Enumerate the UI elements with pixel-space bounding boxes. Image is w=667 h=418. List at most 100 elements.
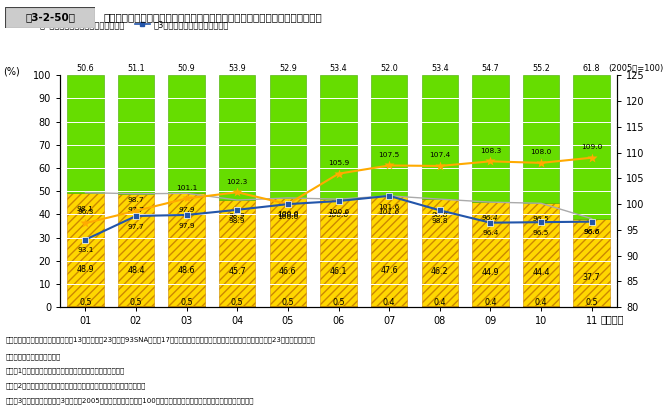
Text: 108.3: 108.3: [480, 148, 501, 153]
Bar: [269, 198, 306, 306]
Bar: [574, 75, 610, 219]
Bar: [422, 199, 458, 306]
Text: 0.4: 0.4: [434, 298, 446, 307]
Text: 96.4: 96.4: [482, 230, 499, 237]
Text: 52.0: 52.0: [380, 64, 398, 73]
Text: 52.9: 52.9: [279, 64, 297, 73]
Bar: [168, 75, 205, 193]
Bar: [269, 306, 306, 307]
Bar: [118, 306, 154, 307]
Text: 0.5: 0.5: [180, 298, 193, 307]
Text: 100.0: 100.0: [277, 214, 299, 219]
Text: (%): (%): [3, 66, 20, 76]
Text: 53.9: 53.9: [228, 64, 246, 73]
Text: 44.9: 44.9: [482, 268, 499, 277]
Bar: [371, 306, 408, 307]
Bar: [523, 203, 559, 306]
Bar: [67, 193, 103, 306]
Text: より、中小企業庁作成: より、中小企業庁作成: [5, 353, 61, 360]
Text: 45.7: 45.7: [228, 268, 246, 276]
Text: 0.4: 0.4: [484, 298, 497, 307]
Legend: 第3次産業（指数・湖南地域）／右軸, 第3次産業（指数・全国）／右軸: 第3次産業（指数・湖南地域）／右軸, 第3次産業（指数・全国）／右軸: [17, 17, 233, 33]
Text: 96.4: 96.4: [482, 214, 499, 221]
Text: 0.5: 0.5: [79, 298, 91, 307]
Text: 0.4: 0.4: [535, 298, 548, 307]
Bar: [168, 306, 205, 307]
Bar: [574, 306, 610, 307]
Text: 105.9: 105.9: [328, 160, 349, 166]
Text: 48.9: 48.9: [77, 265, 94, 274]
FancyBboxPatch shape: [5, 7, 95, 28]
Text: 98.9: 98.9: [229, 213, 245, 219]
Bar: [472, 306, 509, 307]
Bar: [472, 202, 509, 306]
Text: 第3-2-50図: 第3-2-50図: [25, 13, 75, 23]
Text: 98.8: 98.8: [432, 218, 448, 224]
Text: 96.3: 96.3: [77, 209, 93, 215]
Text: 0.4: 0.4: [383, 298, 396, 307]
Bar: [422, 306, 458, 307]
Text: 46.2: 46.2: [431, 267, 449, 276]
Bar: [320, 199, 357, 306]
Text: 108.0: 108.0: [530, 149, 552, 155]
Text: 0.5: 0.5: [281, 298, 294, 307]
Bar: [67, 306, 103, 307]
Bar: [219, 75, 255, 200]
Text: 100.0: 100.0: [277, 212, 299, 218]
Bar: [118, 75, 154, 194]
Text: 3．折れ線グラフは第3次産業の2005年度の域内総生産額を100として、各年度の域内総生産額を指数化している。: 3．折れ線グラフは第3次産業の2005年度の域内総生産額を100として、各年度の…: [5, 397, 254, 404]
Text: 93.1: 93.1: [77, 247, 93, 253]
Text: 44.4: 44.4: [532, 268, 550, 278]
Text: 98.9: 98.9: [229, 217, 245, 224]
Text: (2005年=100): (2005年=100): [608, 63, 664, 72]
Bar: [320, 306, 357, 307]
Text: 0.5: 0.5: [231, 298, 243, 307]
Text: 96.6: 96.6: [584, 229, 600, 235]
Text: 47.6: 47.6: [380, 266, 398, 275]
Text: 107.5: 107.5: [378, 152, 400, 158]
Text: 2．割合、指数の算出にあたっては、全て名目値で算出している。: 2．割合、指数の算出にあたっては、全て名目値で算出している。: [5, 382, 145, 389]
Text: 98.8: 98.8: [432, 212, 448, 218]
Bar: [574, 219, 610, 306]
Text: 102.3: 102.3: [227, 178, 248, 184]
Text: 0.5: 0.5: [586, 298, 598, 307]
Bar: [219, 306, 255, 307]
Text: （注）1．全国とは、内閣府「県民経済計算」の全県を指す。: （注）1．全国とは、内閣府「県民経済計算」の全県を指す。: [5, 368, 125, 375]
Text: 46.6: 46.6: [279, 267, 297, 276]
Text: 101.1: 101.1: [176, 185, 197, 191]
Bar: [219, 200, 255, 306]
Bar: [523, 306, 559, 307]
Text: 0.5: 0.5: [332, 298, 345, 307]
Text: 97.9: 97.9: [178, 223, 195, 229]
Bar: [67, 75, 103, 193]
Text: （年度）: （年度）: [600, 314, 624, 324]
Text: 48.4: 48.4: [127, 265, 145, 275]
Text: 37.7: 37.7: [583, 273, 600, 282]
Text: 湖南地域の域内総生産額に占める産業区分の割合及び第三次産業生産額の推移: 湖南地域の域内総生産額に占める産業区分の割合及び第三次産業生産額の推移: [103, 13, 322, 23]
Text: 48.6: 48.6: [178, 265, 195, 275]
Text: 100.0: 100.0: [277, 211, 299, 217]
Bar: [320, 75, 357, 199]
Text: 46.1: 46.1: [329, 267, 348, 276]
Bar: [422, 75, 458, 199]
Text: 101.6: 101.6: [378, 204, 400, 209]
Text: 53.4: 53.4: [329, 64, 348, 73]
Text: 97.9: 97.9: [178, 207, 195, 213]
Text: 50.6: 50.6: [77, 64, 94, 73]
Text: 96.6: 96.6: [584, 229, 600, 235]
Text: 107.4: 107.4: [429, 152, 450, 158]
Bar: [523, 75, 559, 203]
Text: 0.5: 0.5: [129, 298, 142, 307]
Bar: [472, 75, 509, 202]
Text: 100.6: 100.6: [328, 209, 349, 215]
Bar: [269, 75, 306, 198]
Text: 55.2: 55.2: [532, 64, 550, 73]
Text: 109.0: 109.0: [581, 144, 602, 150]
Text: 96.5: 96.5: [533, 230, 549, 236]
Bar: [168, 193, 205, 306]
Text: 97.7: 97.7: [127, 207, 144, 213]
Bar: [118, 194, 154, 306]
Text: 54.7: 54.7: [482, 64, 500, 73]
Text: 61.8: 61.8: [583, 64, 600, 73]
Bar: [371, 196, 408, 306]
